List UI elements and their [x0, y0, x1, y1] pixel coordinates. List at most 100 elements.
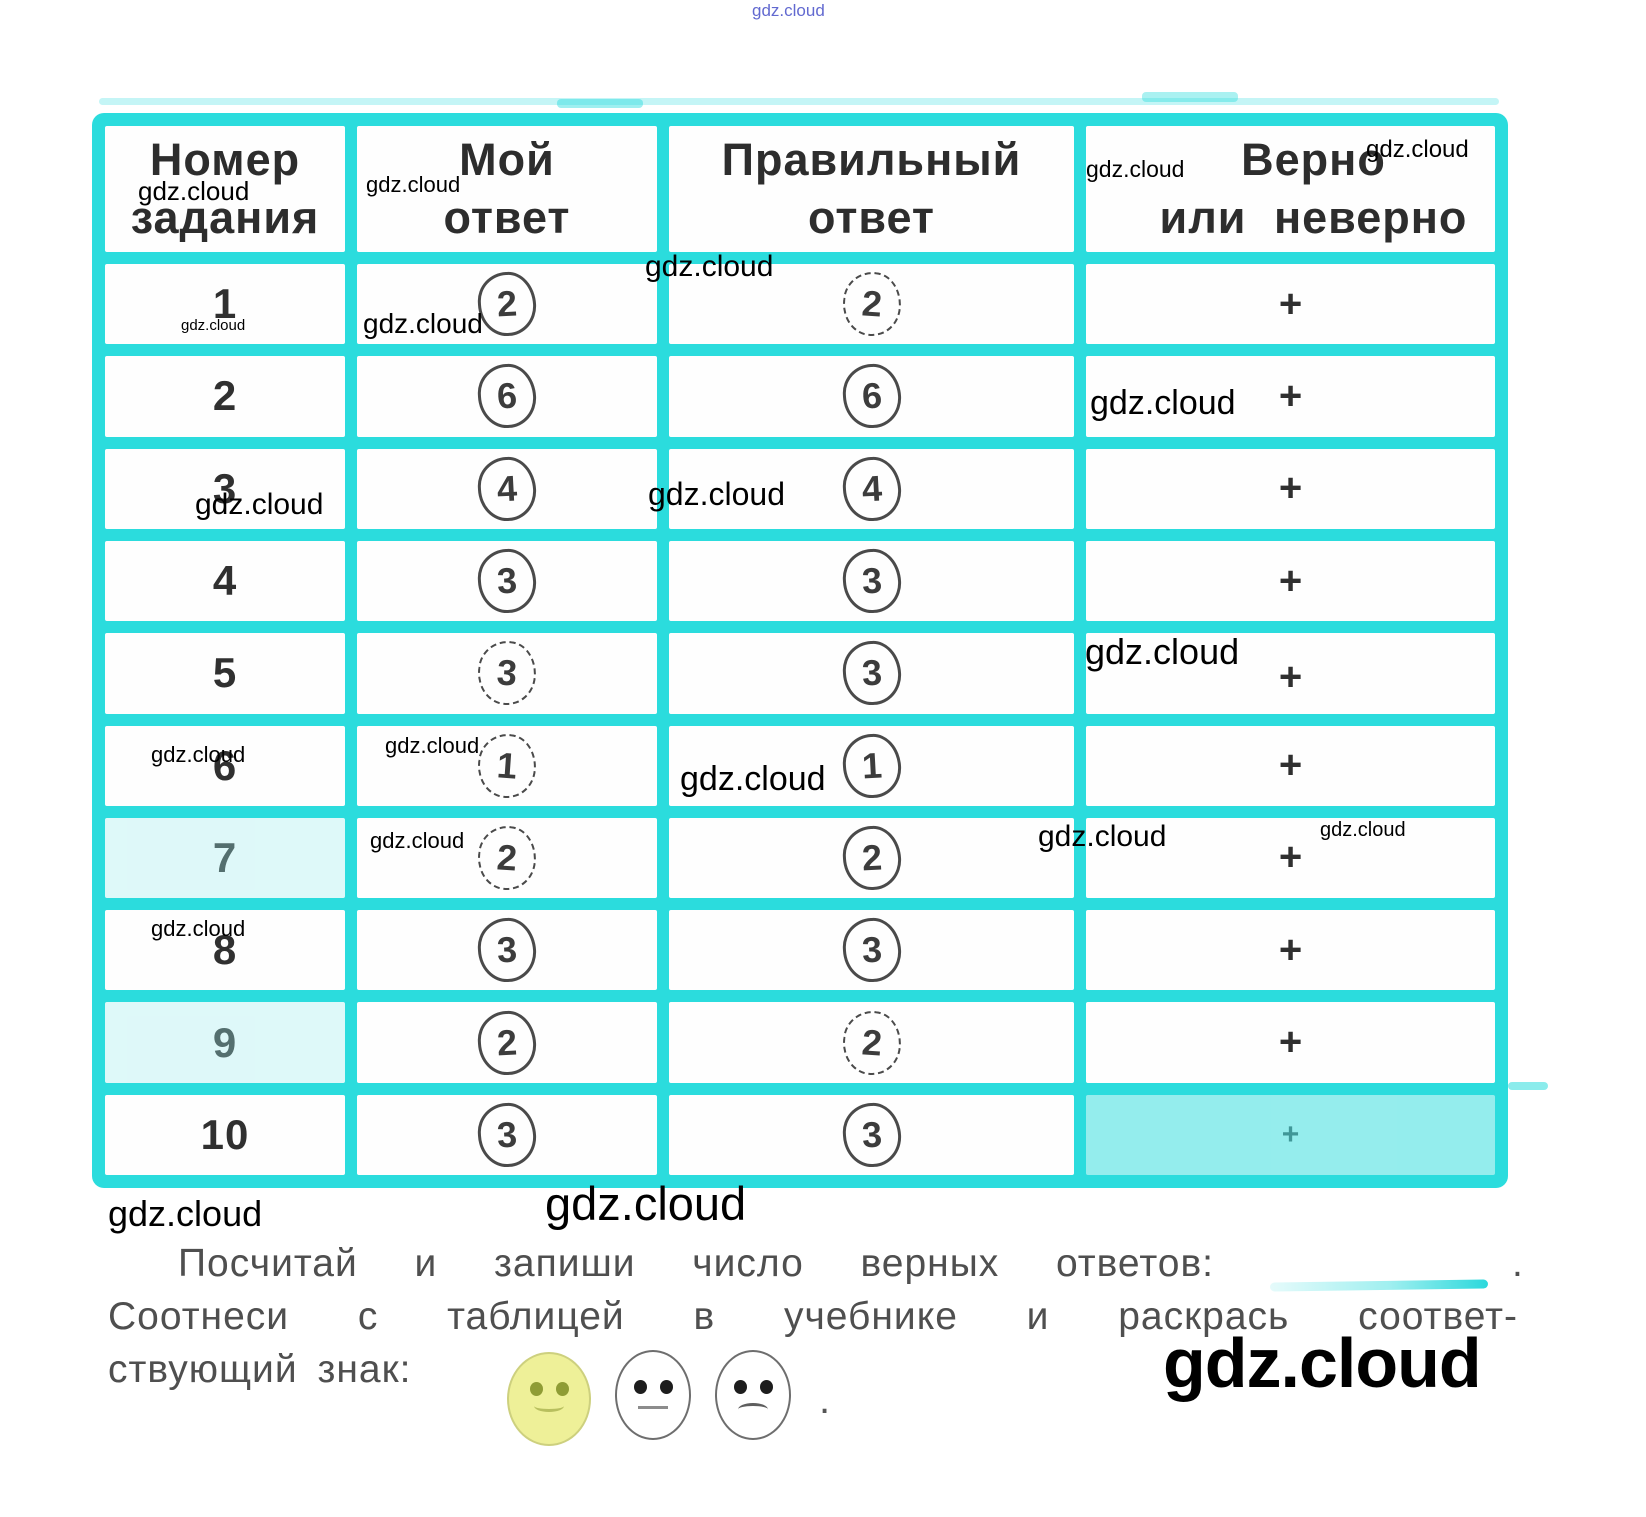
my-answer-cell: 2: [357, 264, 657, 345]
watermark-gdz: gdz.cloud: [181, 317, 246, 334]
match-prompt-line1: Соотнеси с таблицей в учебнике и раскрас…: [108, 1295, 1518, 1338]
watermark-gdz: gdz.cloud: [645, 250, 774, 283]
watermark-gdz: gdz.cloud: [151, 916, 246, 941]
my-answer-cell: 3: [357, 910, 657, 991]
circled-answer: 1: [475, 731, 539, 800]
mood-faces-row: .: [507, 1350, 830, 1446]
watermark-gdz: gdz.cloud: [151, 742, 246, 767]
face-eye: [529, 1382, 543, 1396]
watermark-gdz: gdz.cloud: [752, 1, 825, 20]
verdict-cell: +: [1086, 356, 1495, 437]
watermark-gdz: gdz.cloud: [1038, 820, 1167, 853]
task-number-cell: 6: [105, 725, 345, 806]
plus-mark: +: [1278, 281, 1303, 326]
neutral-face-icon: [615, 1350, 691, 1440]
watermark-gdz: gdz.cloud: [545, 1177, 747, 1230]
task-number-cell: 1: [105, 264, 345, 345]
face-eye: [633, 1380, 647, 1394]
circled-answer: 6: [476, 362, 538, 430]
plus-mark: +: [1278, 654, 1303, 699]
correct-answer-cell: 1: [669, 725, 1074, 806]
correct-answer-cell: 2: [669, 264, 1074, 345]
correct-answer-cell: 3: [669, 910, 1074, 991]
task-number-cell: 2: [105, 356, 345, 437]
verdict-cell: +: [1086, 1094, 1495, 1175]
plus-mark: +: [1278, 927, 1303, 972]
circled-answer: 2: [475, 823, 539, 892]
header-my-answer: Мой ответ: [357, 126, 657, 252]
circled-answer: 2: [840, 1008, 903, 1077]
my-answer-cell: 3: [357, 633, 657, 714]
face-eye: [659, 1380, 673, 1394]
faces-period: .: [819, 1378, 831, 1422]
circled-answer: 3: [476, 916, 538, 984]
watermark-gdz: gdz.cloud: [680, 760, 826, 798]
circled-answer: 3: [476, 1101, 538, 1169]
watermark-gdz: gdz.cloud: [648, 476, 785, 512]
verdict-cell: +: [1086, 633, 1495, 714]
face-mouth: [534, 1400, 564, 1412]
watermark-gdz: gdz.cloud: [1163, 1324, 1482, 1402]
scan-streak: [1508, 1082, 1548, 1090]
correct-answer-cell: 3: [669, 1094, 1074, 1175]
face-eyes: [509, 1382, 589, 1396]
face-mouth: [638, 1406, 668, 1409]
my-answer-cell: 4: [357, 448, 657, 529]
plus-mark: +: [1278, 373, 1303, 418]
my-answer-cell: 2: [357, 1002, 657, 1083]
verdict-cell: +: [1086, 448, 1495, 529]
task-number-cell: 5: [105, 633, 345, 714]
circled-answer: 4: [840, 455, 903, 523]
face-eyes: [717, 1380, 789, 1394]
correct-answer-cell: 4: [669, 448, 1074, 529]
circled-answer: 3: [840, 547, 903, 615]
watermark-gdz: gdz.cloud: [108, 1193, 263, 1234]
circled-answer: 2: [476, 1009, 538, 1077]
answer-blank-line: [1269, 1279, 1489, 1292]
circled-answer: 3: [840, 639, 903, 707]
verdict-cell: +: [1086, 817, 1495, 899]
match-prompt-line2: ствующий знак:: [108, 1348, 412, 1391]
circled-answer: 2: [476, 270, 538, 338]
correct-answer-cell: 3: [669, 633, 1074, 714]
correct-answer-cell: 2: [669, 817, 1074, 899]
watermark-gdz: gdz.cloud: [363, 308, 483, 339]
my-answer-cell: 6: [357, 356, 657, 437]
face-eye: [733, 1380, 747, 1394]
header-correct-answer: Правильный ответ: [669, 126, 1074, 252]
count-prompt: Посчитай и запиши число верных ответов:: [178, 1242, 1214, 1285]
circled-answer: 3: [475, 639, 539, 708]
watermark-gdz: gdz.cloud: [1366, 136, 1469, 163]
task-number-cell: 3: [105, 448, 345, 529]
circled-answer: 1: [840, 732, 903, 800]
watermark-gdz: gdz.cloud: [1085, 631, 1240, 672]
face-eye: [555, 1382, 569, 1396]
correct-answer-cell: 6: [669, 356, 1074, 437]
watermark-gdz: gdz.cloud: [370, 828, 465, 853]
my-answer-cell: 1: [357, 725, 657, 806]
verdict-cell: +: [1086, 725, 1495, 806]
watermark-gdz: gdz.cloud: [138, 176, 250, 206]
scan-streak: [99, 98, 1499, 105]
watermark-gdz: gdz.cloud: [1086, 156, 1185, 182]
header-verdict: Верно или неверно: [1086, 126, 1495, 252]
task-number-cell: 4: [105, 540, 345, 622]
answers-table: Номер задания Мой ответ Правильный ответ…: [92, 113, 1508, 1188]
watermark-gdz: gdz.cloud: [195, 488, 324, 521]
task-number-cell: 7: [105, 817, 345, 899]
task-number-cell: 9: [105, 1002, 345, 1083]
face-eye: [759, 1380, 773, 1394]
scan-streak: [1142, 92, 1238, 102]
circled-answer: 3: [840, 1101, 903, 1169]
plus-mark: +: [1281, 1117, 1300, 1151]
plus-mark: +: [1278, 558, 1303, 603]
face-eyes: [617, 1380, 689, 1394]
task-number-cell: 10: [105, 1094, 345, 1175]
face-mouth: [738, 1403, 768, 1416]
plus-mark: +: [1278, 466, 1303, 511]
verdict-cell: +: [1086, 910, 1495, 991]
verdict-cell: +: [1086, 540, 1495, 622]
plus-mark: +: [1278, 743, 1303, 788]
verdict-cell: +: [1086, 264, 1495, 345]
